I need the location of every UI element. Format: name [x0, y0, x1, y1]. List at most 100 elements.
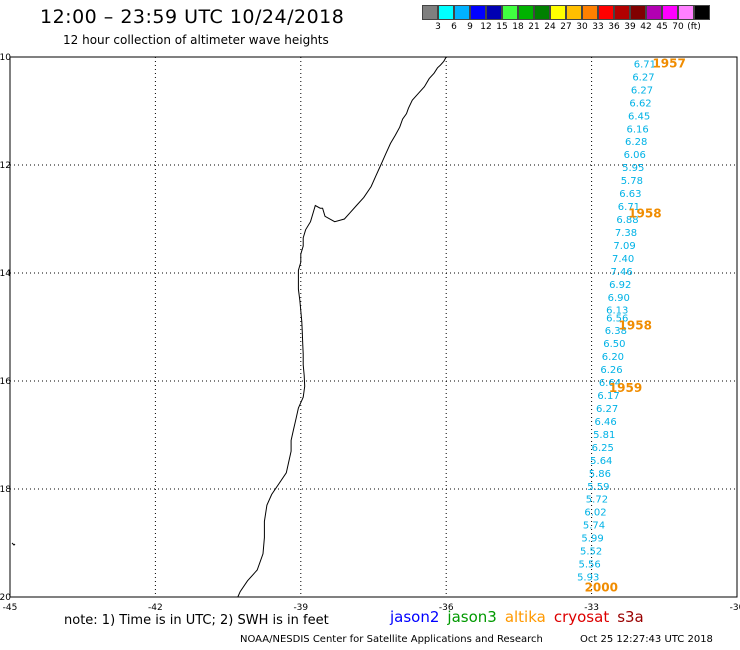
wave-height-value: 6.06: [624, 150, 646, 161]
legend-swatch: [534, 5, 550, 20]
map-frame: [9, 56, 738, 598]
satellite-name: altika: [504, 608, 546, 626]
legend-label: 36: [608, 22, 620, 32]
pass-time-label: 1959: [609, 381, 642, 395]
lon-tick-label: -33: [584, 603, 599, 613]
pass-time-labels: 1957 1958 1958 1959 2000: [585, 56, 686, 594]
lon-tick-label: -42: [148, 603, 163, 613]
wave-height-value: 6.27: [631, 85, 653, 96]
lat-tick-label: -20: [0, 593, 11, 603]
wave-height-value: 7.09: [613, 241, 635, 252]
pass-time-label: 1957: [652, 56, 685, 70]
legend-label: 30: [576, 22, 588, 32]
satellite-name: s3a: [617, 608, 644, 626]
wave-height-value: 6.71: [618, 202, 640, 213]
wave-height-value: 5.99: [581, 534, 603, 545]
wave-height-value: 6.25: [592, 443, 614, 454]
wave-height-value: 5.72: [586, 495, 608, 506]
legend-labels: 3 6 9 12 15 18 21 24 27 30 33 36 39 42 45 70 (ft): [422, 20, 710, 34]
wave-height-value: 6.13: [606, 306, 628, 317]
wave-height-value: 7.40: [612, 254, 634, 265]
wave-height-value: 5.59: [587, 482, 609, 493]
map-subtitle: 12 hour collection of altimeter wave hei…: [63, 33, 329, 47]
wave-height-value: 6.50: [603, 339, 625, 350]
axis-tick-labels: -45 -42 -39 -36 -33 -30 -10 -12 -14 -16 -18 -20: [0, 53, 740, 613]
legend-swatch: [566, 5, 582, 20]
wave-height-value: 5.56: [579, 560, 601, 571]
wave-height-value: 5.86: [589, 469, 611, 480]
legend-label: 18: [512, 22, 524, 32]
wave-height-value: 6.16: [627, 124, 649, 135]
satellite-name: jason2: [390, 608, 440, 626]
wave-height-value: 6.26: [600, 365, 622, 376]
legend-swatch: [550, 5, 566, 20]
legend-label: 12: [480, 22, 492, 32]
legend-swatch: [694, 5, 710, 20]
wave-height-value: 6.56: [606, 313, 628, 324]
legend-swatch: [662, 5, 678, 20]
legend-swatch: [454, 5, 470, 20]
legend-label: 33: [592, 22, 604, 32]
pass-time-label: 2000: [585, 580, 618, 594]
legend-swatch: [422, 5, 438, 20]
wave-height-value: 6.71: [634, 59, 656, 70]
wave-height-value: 6.90: [608, 293, 630, 304]
wave-height-value: 5.78: [621, 176, 643, 187]
wave-height-value: 5.52: [580, 547, 602, 558]
wave-height-value: 5.93: [577, 572, 599, 583]
wave-height-value: 6.88: [616, 215, 638, 226]
lon-tick-label: -36: [439, 603, 454, 613]
legend-swatch: [486, 5, 502, 20]
map-title: 12:00 – 23:59 UTC 10/24/2018: [40, 6, 345, 28]
wave-height-value: 6.45: [628, 111, 650, 122]
wave-height-value: 6.17: [597, 391, 619, 402]
wave-height-value: 6.28: [625, 137, 647, 148]
footer-credit: NOAA/NESDIS Center for Satellite Applica…: [240, 634, 543, 645]
legend-swatch: [438, 5, 454, 20]
island-mark: [11, 542, 16, 546]
lat-tick-label: -12: [0, 161, 11, 171]
coastline: [11, 56, 447, 598]
wave-height-value: 6.46: [595, 417, 617, 428]
wave-height-value: 6.92: [609, 280, 631, 291]
legend-label: 6: [451, 22, 457, 32]
legend-swatch: [598, 5, 614, 20]
lat-tick-label: -18: [0, 485, 11, 495]
pass-time-label: 1958: [628, 207, 661, 221]
legend-label: 27: [560, 22, 572, 32]
legend-label: 21: [528, 22, 540, 32]
legend-swatch: [582, 5, 598, 20]
lat-tick-label: -14: [0, 269, 11, 279]
wave-height-value: 6.27: [596, 404, 618, 415]
wave-height-value: 6.63: [619, 189, 641, 200]
wave-height-value: 7.46: [611, 267, 633, 278]
legend-swatch: [646, 5, 662, 20]
legend-label: 39: [624, 22, 636, 32]
legend-label: 70: [672, 22, 684, 32]
footer-timestamp: Oct 25 12:27:43 UTC 2018: [580, 634, 713, 645]
wave-height-value: 6.20: [602, 352, 624, 363]
altimeter-track: 6.71 6.27 6.27 6.62 6.45 6.16 6.28 6.06 5.95 5.78…: [577, 59, 656, 583]
wave-height-value: 6.62: [629, 98, 651, 109]
wave-height-value: 6.27: [632, 72, 654, 83]
legend-label: (ft): [687, 22, 701, 32]
legend-swatch: [614, 5, 630, 20]
legend-label: 3: [435, 22, 441, 32]
satellite-name: jason3: [447, 608, 497, 626]
pass-time-label: 1958: [619, 318, 652, 332]
legend-label: 42: [640, 22, 652, 32]
wave-height-legend: 3 6 9 12 15 18 21 24 27 30 33 36 39 42 45 70 (ft): [422, 5, 710, 34]
legend-swatch: [630, 5, 646, 20]
coastline-path: [237, 56, 447, 598]
lon-tick-label: -39: [293, 603, 308, 613]
legend-color-bar: [422, 5, 710, 20]
legend-label: 45: [656, 22, 668, 32]
lat-tick-label: -16: [0, 377, 11, 387]
satellite-key: jason2 jason3 altika cryosat s3a: [390, 608, 652, 626]
note-text: note: 1) Time is in UTC; 2) SWH is in fe…: [64, 613, 329, 628]
wave-height-value: 5.74: [583, 521, 605, 532]
wave-height-value: 6.02: [584, 508, 606, 519]
wave-height-value: 6.38: [605, 326, 627, 337]
legend-swatch: [518, 5, 534, 20]
legend-label: 9: [467, 22, 473, 32]
